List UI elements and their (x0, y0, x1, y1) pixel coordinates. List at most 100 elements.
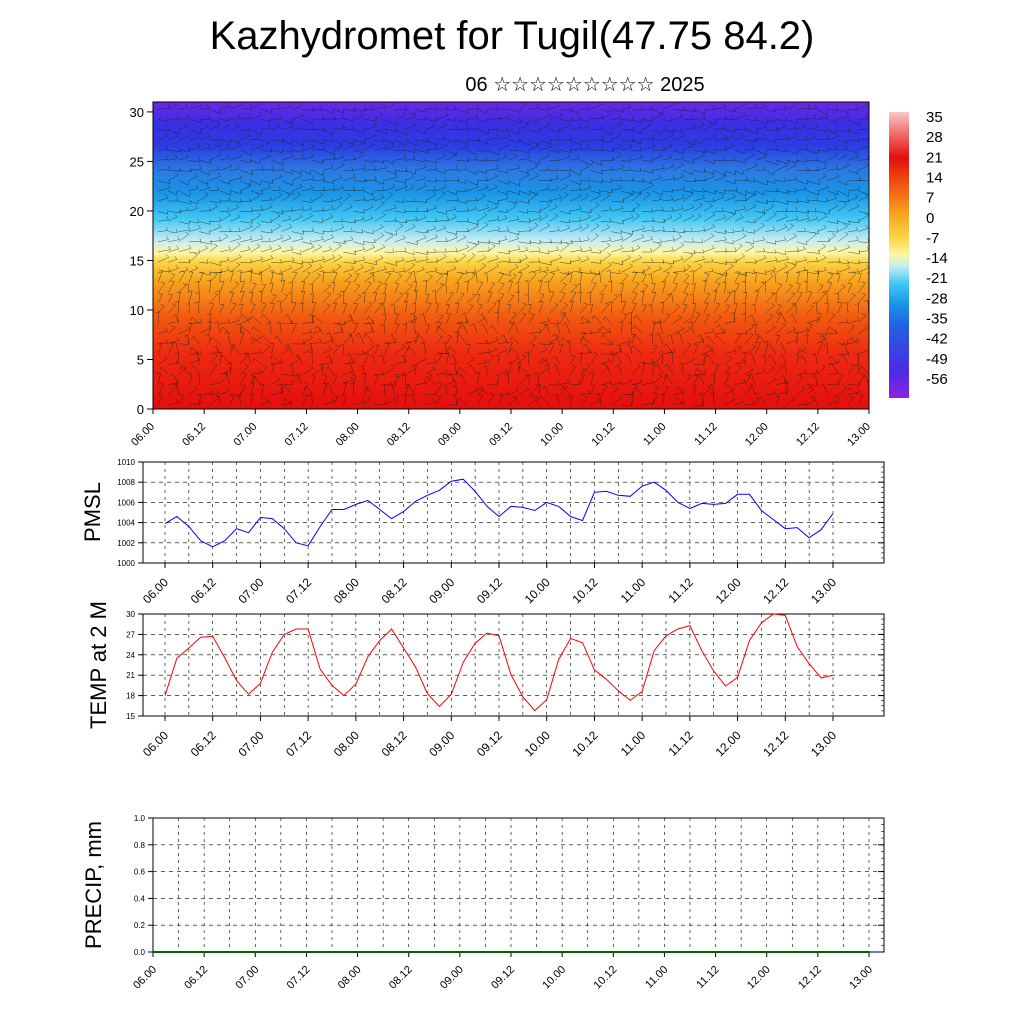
y-tick-label: 1010 (117, 458, 135, 467)
precip-y-axis: 0.0 0.2 0.4 0.6 0.8 1.0 (134, 814, 884, 957)
crosssection-x-tick-label: 12.00 (743, 421, 771, 449)
x-tick-label: 09.00 (426, 575, 457, 606)
crosssection-panel: 0 5 10 15 20 25 30 06.00 06.12 07.00 07.12 08.00 08… (129, 101, 873, 449)
x-tick-label: 06.12 (188, 575, 219, 606)
x-tick-label: 09.12 (474, 728, 505, 759)
pmsl-y-axis: 1000 1002 1004 1006 1008 1010 (117, 458, 884, 568)
y-tick-label: 15 (126, 712, 135, 721)
x-tick-label: 13.00 (808, 728, 839, 759)
x-tick-label: 11.12 (665, 575, 696, 606)
x-tick-label: 11.12 (694, 964, 721, 991)
x-tick-label: 12.12 (760, 575, 791, 606)
x-tick-label: 09.12 (474, 575, 505, 606)
crosssection-field (153, 102, 869, 409)
x-tick-label: 11.00 (618, 575, 649, 606)
x-tick-label: 10.12 (569, 728, 600, 759)
y-tick-label: 0.6 (134, 868, 146, 877)
colorbar-scale (889, 112, 909, 398)
pmsl-panel: 1000 1002 1004 1006 1008 1010 06.00 06.12 07.00… (80, 458, 885, 606)
x-tick-label: 08.12 (379, 575, 410, 606)
crosssection-x-tick-label: 09.00 (436, 421, 464, 449)
colorbar: 35 28 21 14 7 0 -7 -14 -21 -28 -35 -42 -49 -56 (889, 109, 948, 398)
crosssection-x-tick-label: 06.00 (129, 421, 157, 449)
y-tick-label: 1.0 (134, 814, 146, 823)
colorbar-label: 0 (926, 210, 934, 227)
x-tick-label: 08.00 (331, 728, 362, 759)
temp-panel: 15 18 21 24 27 30 06.00 06.12 07.00 07.12 08.00 08… (86, 601, 885, 759)
x-tick-label: 06.12 (182, 964, 210, 992)
x-tick-label: 06.00 (140, 728, 171, 759)
x-tick-label: 07.00 (235, 575, 266, 606)
colorbar-label: -56 (926, 371, 948, 388)
crosssection-x-tick-label: 07.00 (231, 421, 259, 449)
colorbar-label: -14 (926, 250, 948, 267)
y-tick-label: 1004 (117, 519, 135, 528)
temp-frame (142, 613, 885, 717)
y-tick-label: 0.0 (134, 948, 146, 957)
wind-barbs (153, 102, 869, 407)
crosssection-x-tick-label: 10.00 (538, 421, 566, 449)
colorbar-label: -35 (926, 311, 948, 328)
colorbar-label: 14 (926, 169, 943, 186)
crosssection-x-tick-label: 11.00 (641, 421, 668, 448)
x-tick-label: 09.00 (438, 964, 466, 992)
pmsl-x-axis: 06.00 06.12 07.00 07.12 08.00 08.12 09.00 09.12… (140, 563, 839, 606)
precip-x-axis: 06.00 06.12 07.00 07.12 08.00 08.12 09.00 09.12… (131, 952, 875, 992)
x-tick-label: 08.12 (387, 964, 415, 992)
crosssection-x-tick-label: 08.00 (334, 421, 362, 449)
crosssection-y-tick-label: 20 (130, 204, 144, 219)
x-tick-label: 10.12 (569, 575, 600, 606)
x-tick-label: 07.12 (285, 964, 313, 992)
crosssection-y-tick-label: 15 (130, 253, 144, 268)
chart-title: Kazhydromet for Tugil(47.75 84.2) (209, 14, 815, 58)
series-line (164, 478, 834, 548)
crosssection-x-tick-label: 10.12 (589, 421, 617, 449)
temp-y-axis: 15 18 21 24 27 30 (126, 610, 884, 721)
colorbar-label: 35 (926, 109, 943, 126)
x-tick-label: 06.00 (140, 575, 171, 606)
x-tick-label: 12.12 (760, 728, 791, 759)
y-tick-label: 1000 (117, 559, 135, 568)
y-tick-label: 0.2 (134, 921, 146, 930)
x-tick-label: 07.12 (283, 575, 314, 606)
chart-subtitle: 06 ☆☆☆☆☆☆☆☆☆ 2025 (465, 74, 705, 96)
x-tick-label: 08.00 (336, 964, 364, 992)
x-tick-label: 06.00 (131, 964, 159, 992)
precip-grid (152, 818, 884, 952)
y-tick-label: 24 (126, 651, 135, 660)
x-tick-label: 08.12 (379, 728, 410, 759)
y-tick-label: 1006 (117, 498, 135, 507)
x-tick-label: 11.00 (618, 728, 649, 759)
x-tick-label: 09.00 (426, 728, 457, 759)
x-tick-label: 09.12 (489, 964, 517, 992)
pmsl-y-label: PMSL (80, 482, 105, 542)
crosssection-x-tick-label: 11.12 (692, 421, 719, 448)
crosssection-y-tick-label: 5 (137, 352, 144, 367)
y-tick-label: 27 (126, 630, 135, 639)
temp-y-label: TEMP at 2 M (86, 601, 111, 729)
temp-series (164, 613, 834, 712)
x-tick-label: 12.00 (713, 728, 744, 759)
crosssection-y-tick-label: 25 (130, 154, 144, 169)
x-tick-label: 13.00 (808, 575, 839, 606)
crosssection-x-tick-label: 06.12 (180, 421, 208, 449)
x-tick-label: 11.12 (665, 728, 696, 759)
y-tick-label: 21 (126, 671, 135, 680)
crosssection-x-tick-label: 12.12 (794, 421, 822, 449)
crosssection-x-tick-label: 09.12 (487, 421, 515, 449)
y-tick-label: 30 (126, 610, 135, 619)
colorbar-label: -7 (926, 230, 939, 247)
crosssection-x-tick-label: 13.00 (845, 421, 873, 449)
crosssection-y-tick-label: 10 (130, 303, 144, 318)
crosssection-x-tick-label: 08.12 (385, 421, 413, 449)
precip-frame (152, 817, 885, 953)
crosssection-x-axis: 06.00 06.12 07.00 07.12 08.00 08.12 09.00 09.12… (129, 409, 873, 449)
colorbar-label: 21 (926, 149, 943, 166)
precip-panel: 0.00.20.40.60.81.0 06.00 06.12 07.00 07.12 0… (81, 814, 885, 992)
temp-grid (143, 614, 884, 716)
y-tick-label: 0.4 (134, 894, 146, 903)
colorbar-label: -21 (926, 270, 948, 287)
pmsl-frame (142, 461, 885, 564)
crosssection-y-tick-label: 30 (130, 105, 144, 120)
